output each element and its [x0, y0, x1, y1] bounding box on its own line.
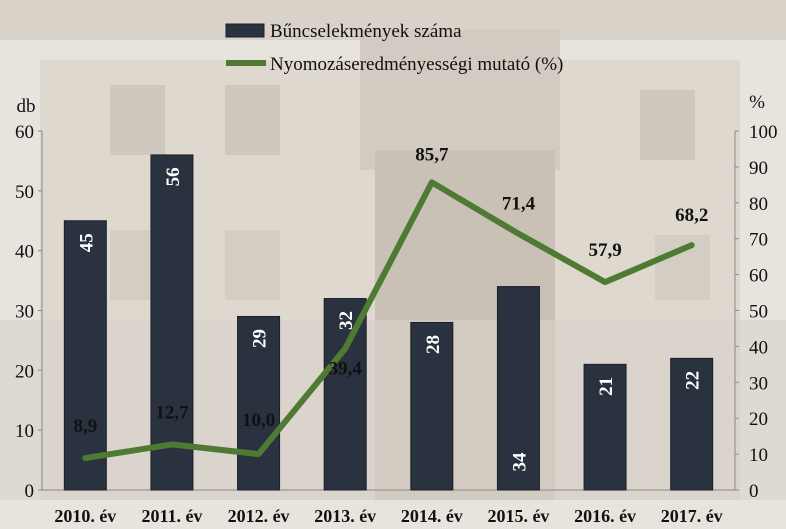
y-right-tick-label: 0: [749, 481, 759, 502]
line-layer: [82, 179, 695, 462]
x-tick-label: 2012. év: [228, 506, 290, 526]
x-tick-label: 2015. év: [487, 506, 549, 526]
y-right-tick-label: 60: [749, 266, 768, 287]
line-data-label: 85,7: [415, 144, 449, 165]
bars-layer: [63, 154, 714, 491]
bar: [237, 315, 281, 491]
y-left-tick-label: 10: [15, 421, 34, 442]
y-right-tick-label: 90: [749, 158, 768, 179]
y-right-tick-label: 70: [749, 230, 768, 251]
bar-data-label: 56: [163, 167, 184, 186]
y-left-tick-label: 40: [15, 242, 34, 263]
line-data-label: 12,7: [155, 402, 189, 423]
x-tick-label: 2011. év: [141, 506, 202, 526]
bar: [63, 220, 107, 491]
line-data-label: 71,4: [502, 194, 536, 215]
bar: [150, 154, 194, 491]
line-data-label: 57,9: [588, 240, 621, 261]
line-point: [689, 242, 695, 248]
y-left-tick-label: 50: [15, 182, 34, 203]
line-series-path: [82, 179, 695, 462]
bar-data-label: 21: [596, 377, 617, 396]
y-left-tick-label: 30: [15, 302, 34, 323]
y-right-tick-label: 40: [749, 337, 768, 358]
y-left-tick-label: 20: [15, 361, 34, 382]
line-data-label: 8,9: [73, 416, 97, 437]
line-point: [602, 279, 608, 285]
bar-data-label: 45: [76, 233, 97, 252]
y-right-tick-label: 10: [749, 445, 768, 466]
line-point: [342, 346, 348, 352]
legend: Bűncselekmények száma Nyomozáseredményess…: [225, 21, 563, 75]
line-data-label: 10,0: [242, 410, 275, 431]
line-point: [256, 451, 262, 457]
legend-swatch-bar: [225, 23, 265, 38]
line-point: [429, 179, 435, 185]
y-right-tick-label: 100: [749, 122, 778, 143]
bar: [410, 321, 454, 491]
x-tick-label: 2010. év: [54, 506, 116, 526]
y-right-tick-label: 30: [749, 373, 768, 394]
x-tick-label: 2013. év: [314, 506, 376, 526]
line-data-label: 68,2: [675, 205, 708, 226]
line-point: [515, 231, 521, 237]
bar-data-label: 34: [509, 452, 530, 472]
y-right-tick-label: 80: [749, 194, 768, 215]
bar: [670, 357, 714, 491]
bar-data-label: 29: [250, 329, 271, 348]
y-right-tick-label: 20: [749, 409, 768, 430]
y-right-tick-label: 50: [749, 302, 768, 323]
bar: [583, 363, 627, 491]
legend-label-bar: Bűncselekmények száma: [270, 21, 462, 42]
x-tick-label: 2014. év: [401, 506, 463, 526]
legend-label-line: Nyomozáseredményességi mutató (%): [270, 54, 563, 75]
x-tick-label: 2017. év: [661, 506, 723, 526]
axes-layer: 0 10 20 30 40 50 60 db 0 10 20 30 40 50 60 70 80 90 100% 20…: [15, 92, 778, 526]
bar: [496, 286, 540, 491]
bar-data-label: 32: [336, 311, 357, 330]
x-tick-label: 2016. év: [574, 506, 636, 526]
line-data-label: 39,4: [329, 359, 363, 380]
line-point: [169, 441, 175, 447]
y-left-tick-label: 60: [15, 122, 34, 143]
y-left-tick-label: 0: [25, 481, 35, 502]
bar: [323, 298, 367, 491]
y-left-unit-label: db: [17, 96, 36, 117]
bar-data-label: 22: [683, 371, 704, 390]
line-point: [82, 455, 88, 461]
bar-data-label: 28: [423, 335, 444, 354]
labels-layer: 45 56 29 32 28 34 21 22 8,9 12,7 10,0 39,4 85,7 71,4 5…: [73, 144, 708, 471]
y-right-unit-label: %: [749, 92, 765, 113]
